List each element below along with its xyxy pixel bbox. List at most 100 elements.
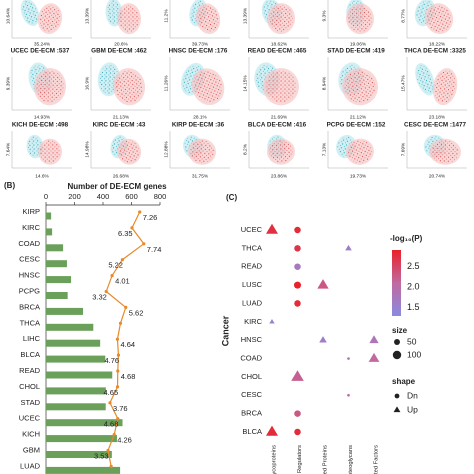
pca-xlabel: 20.74%	[429, 173, 446, 179]
x-tick-label: ffiliated Proteins	[323, 445, 329, 474]
bar	[46, 355, 106, 363]
y-tick-label: CHOL	[19, 382, 40, 391]
pca-title: UCEC DE-ECM :537	[11, 48, 70, 55]
pca-title: HNSC DE-ECM :176	[169, 48, 228, 55]
y-tick-label: THCA	[20, 318, 40, 327]
value-label: 4.26	[117, 436, 132, 445]
bar	[46, 466, 121, 474]
pca-ylabel: 8.94%	[321, 76, 327, 90]
legend-title: size	[392, 326, 408, 335]
y-tick-label: LIHC	[23, 334, 41, 343]
y-axis-title: Cancer	[220, 315, 230, 346]
line-point	[104, 289, 108, 294]
value-label: 6.35	[118, 229, 133, 238]
cluster-points	[190, 140, 214, 163]
legend-label: 100	[407, 349, 421, 359]
cluster-points	[348, 5, 372, 33]
x-tick-label: CM Regulators	[297, 445, 303, 474]
pca-title: CESC DE-ECM :1477	[404, 122, 466, 129]
pca-ylabel: 13.39%	[242, 7, 248, 24]
bar	[46, 244, 64, 252]
pca-panel: 35.24% 10.64%	[5, 0, 72, 47]
panel-label: (B)	[4, 181, 15, 190]
cluster-points	[434, 70, 456, 103]
x-tick-label: ecreted Factors	[374, 445, 380, 474]
pca-panel: READ DE-ECM :465 21.69% 14.15%	[242, 48, 309, 120]
pca-title: BLCA DE-ECM :416	[248, 122, 307, 129]
value-label: 4.68	[104, 420, 119, 429]
y-tick-label: COAD	[240, 354, 262, 363]
dot-point	[269, 318, 275, 324]
dot-point	[369, 335, 379, 344]
dot-point	[294, 226, 301, 234]
pca-xlabel: 19.73%	[350, 173, 367, 179]
value-label: 4.64	[120, 340, 135, 349]
value-label: 3.76	[113, 404, 128, 413]
colorbar	[392, 250, 401, 316]
cluster-points	[39, 5, 61, 32]
pca-xlabel: 18.22%	[429, 41, 446, 47]
bar	[46, 435, 117, 443]
legend-size	[392, 350, 402, 360]
cluster-points	[416, 65, 434, 94]
value-label: 3.32	[92, 292, 107, 301]
value-label: 4.01	[115, 277, 130, 286]
pca-ylabel: 8.77%	[400, 8, 406, 22]
pca-xlabel: 14.6%	[35, 173, 49, 179]
pca-xlabel: 18.62%	[271, 41, 288, 47]
dot-point	[319, 336, 327, 343]
pca-xlabel: 20.6%	[114, 41, 128, 47]
dot-point	[294, 263, 301, 270]
dot-point	[294, 428, 301, 436]
line-point	[130, 226, 134, 230]
bar	[46, 403, 106, 411]
pca-panel: BLCA DE-ECM :416 23.86% 8.2%	[242, 122, 309, 179]
pca-xlabel: 23.86%	[271, 173, 288, 179]
line-point	[116, 369, 120, 373]
legend-title: -log₁₀(P)	[390, 234, 423, 243]
cluster-points	[197, 5, 219, 32]
pca-ylabel: 9.39%	[5, 76, 11, 90]
cluster-points	[22, 0, 38, 24]
pca-panel: PCPG DE-ECM :152 19.73% 7.13%	[321, 122, 388, 179]
y-tick-label: KIRP	[22, 207, 40, 216]
pca-xlabel: 21.69%	[271, 114, 288, 120]
pca-xlabel: 14.93%	[34, 114, 51, 120]
value-label: 7.74	[147, 245, 162, 254]
y-tick-label: GBM	[23, 445, 40, 454]
pca-ylabel: 13.39%	[84, 7, 90, 24]
cluster-points	[348, 140, 372, 164]
line-point	[115, 385, 120, 389]
pca-ylabel: 10.64%	[5, 7, 11, 24]
bar	[46, 323, 94, 331]
legend-shape	[394, 393, 400, 399]
pca-xlabel: 26.68%	[113, 173, 130, 179]
bar	[46, 339, 101, 347]
line-point	[115, 337, 120, 341]
pca-ylabel: 8.2%	[242, 143, 248, 155]
x-tick-label: l Glycoproteins	[272, 445, 278, 474]
y-tick-label: KICH	[22, 430, 40, 439]
pca-ylabel: 9.3%	[321, 10, 327, 22]
bar	[46, 371, 113, 379]
pca-panel: 20.6% 13.39%	[84, 0, 151, 47]
dot-point	[347, 393, 350, 397]
cluster-points	[265, 70, 297, 103]
x-tick-label: 600	[125, 192, 138, 201]
bar	[46, 212, 52, 220]
pca-panel: HNSC DE-ECM :176 28.1% 11.26%	[163, 48, 230, 120]
pca-panel: GBM DE-ECM :462 21.13% 16.9%	[84, 48, 151, 120]
y-tick-label: HNSC	[19, 271, 41, 280]
colorbar-label: 2.5	[407, 261, 420, 271]
cluster-points	[269, 140, 293, 163]
y-tick-label: CESC	[19, 255, 40, 264]
panel-label: (C)	[226, 193, 237, 202]
y-tick-label: BLCA	[20, 350, 40, 359]
pca-ylabel: 7.13%	[321, 142, 327, 156]
value-label: 5.62	[129, 308, 144, 317]
pca-xlabel: 35.24%	[34, 41, 51, 47]
x-tick-label: 200	[68, 192, 81, 201]
dot-point	[291, 370, 304, 381]
y-tick-label: CESC	[241, 390, 262, 399]
